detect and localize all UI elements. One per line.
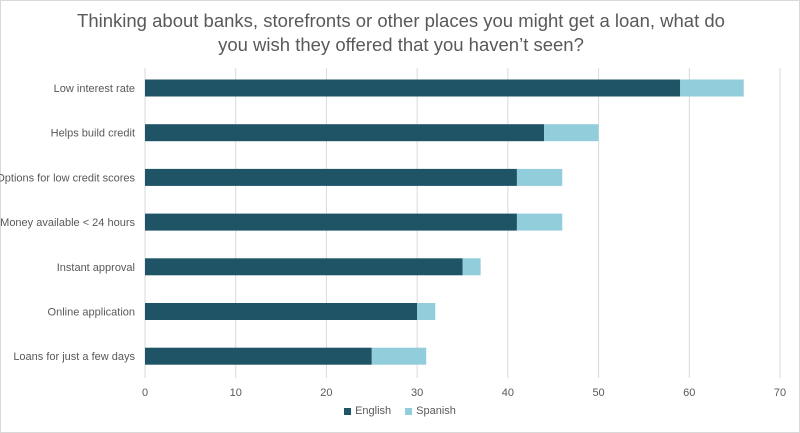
x-tick-label-50: 50 [592, 387, 604, 399]
x-tick-label-20: 20 [320, 387, 332, 399]
legend-item-spanish: Spanish [405, 405, 456, 417]
category-label-6: Loans for just a few days [13, 351, 135, 363]
legend-label-english: English [355, 405, 392, 417]
category-label-3: Money available < 24 hours [0, 217, 135, 229]
x-tick-label-40: 40 [502, 387, 514, 399]
bar-english-6 [145, 347, 372, 365]
bar-english-3 [145, 213, 517, 231]
legend-swatch-english [344, 407, 352, 415]
x-tick-label-0: 0 [142, 387, 148, 399]
bar-english-1 [145, 124, 545, 142]
category-label-2: Options for low credit scores [0, 172, 135, 184]
bar-spanish-2 [516, 168, 563, 186]
legend-label-spanish: Spanish [416, 405, 456, 417]
bar-spanish-5 [417, 303, 436, 320]
legend-swatch-spanish [405, 407, 413, 415]
x-tick-label-60: 60 [683, 387, 695, 399]
category-label-5: Online application [48, 307, 135, 319]
category-label-0: Low interest rate [54, 83, 135, 95]
bar-english-0 [145, 79, 681, 97]
category-label-1: Helps build credit [51, 128, 135, 140]
x-tick-label-30: 30 [411, 387, 423, 399]
x-tick-label-70: 70 [774, 387, 786, 399]
bar-english-4 [145, 258, 463, 276]
bar-spanish-1 [544, 124, 599, 142]
x-tick-label-10: 10 [230, 387, 242, 399]
bar-spanish-3 [516, 213, 563, 231]
bar-english-2 [145, 168, 517, 186]
legend-item-english: English [344, 405, 391, 417]
bar-spanish-4 [462, 258, 481, 276]
chart-legend: English Spanish [0, 405, 800, 417]
bar-spanish-6 [371, 347, 427, 365]
chart-title: Thinking about banks, storefronts or oth… [77, 10, 725, 55]
bar-english-5 [145, 303, 418, 320]
bar-spanish-0 [680, 79, 744, 97]
category-label-4: Instant approval [57, 262, 135, 274]
